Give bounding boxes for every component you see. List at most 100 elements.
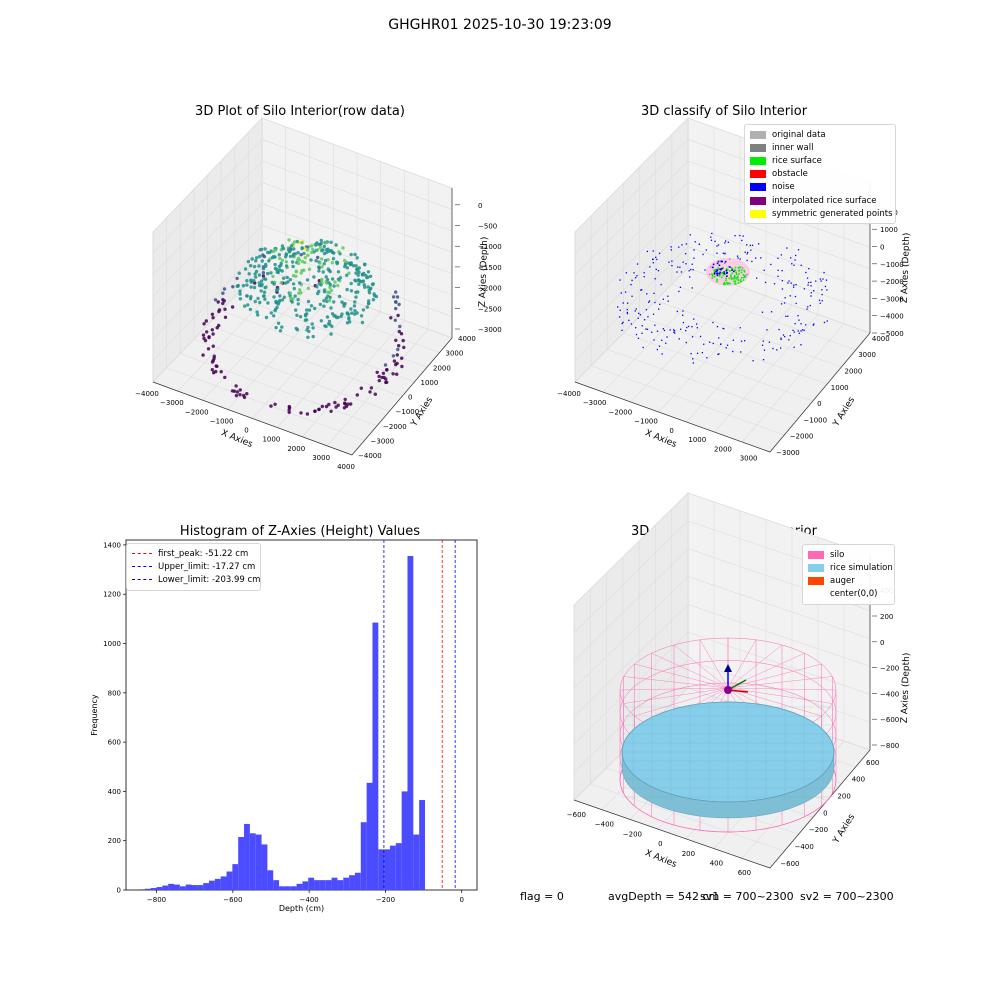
data-point [296,251,300,255]
y-tick-label: −600 [780,860,799,868]
grid-line [574,182,689,297]
data-point [338,252,342,256]
data-point [369,386,374,390]
data-point [206,347,211,351]
y-tick-label: 3000 [858,351,876,359]
noise-point [819,302,821,304]
noise-point [742,235,744,237]
noise-point [780,337,782,339]
y-axis-label: Y Axies [831,395,857,429]
x-axis-line [574,381,771,453]
rice-surface-point [733,280,735,283]
data-point [210,368,214,372]
grid-line [261,117,453,189]
data-point [260,259,264,263]
data-point [309,258,313,262]
noise-point [635,277,637,279]
data-point [287,408,291,412]
data-point [343,402,347,406]
noise-point [667,295,669,297]
data-point [391,372,395,376]
data-point [257,273,262,277]
noise-point [699,335,702,338]
data-point [349,289,354,293]
noise-point [718,353,720,355]
histogram-bar [290,886,297,890]
noise-point [692,362,694,364]
data-point [211,332,215,336]
y-tick-label: 4000 [872,335,890,343]
data-point [348,261,353,266]
data-point [222,287,227,291]
rice-surface-point [722,272,724,274]
x-tick-label: 1000 [688,436,706,444]
data-point [257,264,261,268]
noise-point [630,284,632,286]
data-point [320,404,324,409]
data-point [262,294,266,298]
classify-3d-plot: −4000−3000−2000−10000100020003000−3000−2… [557,117,912,462]
noise-point [761,311,764,313]
data-point [294,308,298,312]
data-point [320,257,324,261]
data-point [215,326,219,330]
noise-point [721,260,723,263]
grid-line [639,316,828,385]
rice-surface-point [716,278,718,281]
histogram-bar [156,887,163,890]
y-tick-label: 0 [117,887,121,895]
data-point [336,403,340,407]
legend-line [132,579,152,581]
data-point [256,296,260,301]
x-tick-label: −400 [595,821,614,829]
noise-point [763,269,765,271]
noise-point [724,252,726,254]
noise-point [622,302,624,304]
x-tick-label: −600 [223,896,242,904]
legend-label: auger [830,575,855,586]
x-tick-label: 0 [460,896,464,904]
data-point [287,249,292,254]
noise-point [725,269,728,272]
silo-wire [727,687,822,717]
data-point [309,304,314,308]
grid-line [221,310,415,383]
data-point [333,400,337,405]
data-point [274,300,278,305]
noise-point [678,338,680,340]
data-point [321,270,325,274]
legend-entry: Lower_limit: -203.99 cm [132,573,260,586]
noise-point [631,279,633,281]
noise-point [739,327,741,329]
histogram-bar [407,556,414,890]
data-point [264,315,269,320]
histogram-bar [168,883,174,890]
data-point [280,325,284,329]
rice-surface-point [744,275,746,278]
z-tick-label: −2000 [880,278,904,286]
silo-wire [673,644,729,689]
noise-point [619,309,621,311]
data-point [270,280,274,285]
data-point [212,371,216,375]
data-point [269,271,273,275]
legend-entry: Upper_limit: -17.27 cm [132,560,255,573]
noise-point [643,272,645,274]
noise-point [710,239,713,241]
noise-point [620,292,622,294]
data-point [319,319,323,323]
x-axis-line [573,799,771,869]
data-point [259,247,264,252]
data-point [280,298,285,302]
data-point [238,292,242,296]
rice-surface-point [734,269,736,271]
noise-point [744,340,746,342]
rice-surface-point [725,277,727,280]
data-point [212,356,216,361]
rice-surface-point [735,277,738,279]
grid-line [687,246,871,312]
rice-surface-point [740,269,743,271]
noise-point [645,328,647,330]
noise-point [793,264,795,266]
noise-point [682,321,685,324]
